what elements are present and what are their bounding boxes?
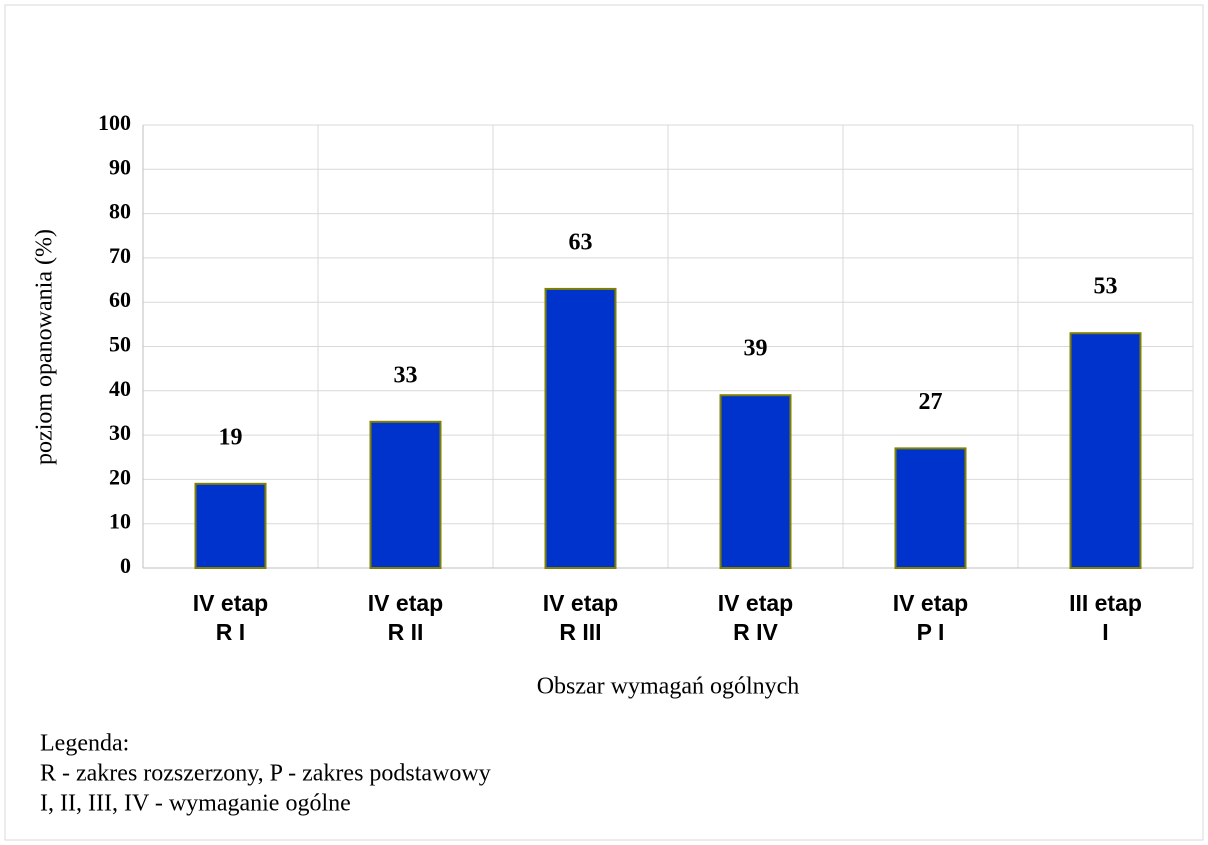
y-tick-label: 80: [109, 199, 131, 224]
x-tick-label: IV etap: [193, 590, 268, 616]
legend-note: Legenda:: [40, 731, 129, 757]
x-tick-label: P I: [917, 619, 945, 645]
y-tick-label: 30: [109, 420, 131, 445]
y-tick-label: 20: [109, 464, 131, 489]
x-tick-label: I: [1102, 619, 1108, 645]
y-tick-label: 0: [120, 553, 131, 578]
x-axis-title: Obszar wymagań ogólnych: [537, 674, 800, 700]
legend-note: R - zakres rozszerzony, P - zakres podst…: [40, 761, 491, 787]
data-label: 19: [219, 424, 243, 450]
y-axis-title: poziom opanowania (%): [32, 229, 58, 465]
data-label: 53: [1094, 274, 1118, 300]
data-label: 63: [569, 229, 593, 255]
y-tick-label: 40: [109, 376, 131, 401]
bar: [369, 420, 442, 569]
x-tick-label: IV etap: [893, 590, 968, 616]
y-tick-label: 90: [109, 154, 131, 179]
legend-note: I, II, III, IV - wymaganie ogólne: [40, 791, 351, 817]
x-tick-label: R IV: [733, 619, 778, 645]
bar: [719, 394, 792, 570]
y-tick-label: 10: [109, 509, 131, 534]
x-tick-label: III etap: [1069, 590, 1142, 616]
x-tick-label: IV etap: [543, 590, 618, 616]
data-label: 33: [394, 362, 418, 388]
x-tick-label: R I: [216, 619, 245, 645]
y-tick-label: 100: [98, 110, 131, 135]
data-label: 39: [744, 336, 768, 362]
y-tick-label: 50: [109, 332, 131, 357]
bar: [1069, 332, 1142, 569]
x-tick-label: IV etap: [368, 590, 443, 616]
x-tick-label: IV etap: [718, 590, 793, 616]
bar: [894, 447, 967, 570]
bar: [544, 287, 617, 569]
x-tick-label: R II: [388, 619, 424, 645]
y-tick-label: 60: [109, 287, 131, 312]
y-tick-label: 70: [109, 243, 131, 268]
bar: [194, 482, 267, 569]
data-label: 27: [919, 389, 943, 415]
x-tick-label: R III: [559, 619, 601, 645]
